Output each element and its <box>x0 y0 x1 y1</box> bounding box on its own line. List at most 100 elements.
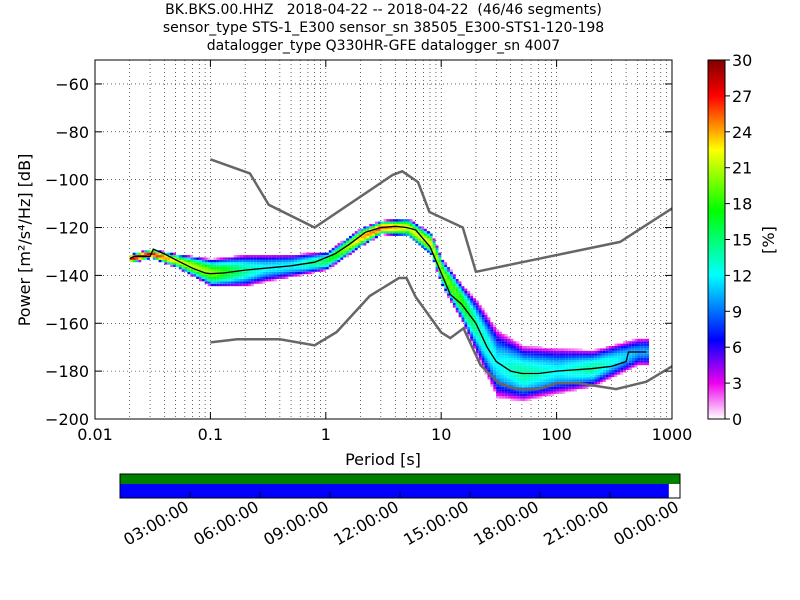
ppsd-cell <box>475 331 479 335</box>
ppsd-cell <box>475 312 479 315</box>
ppsd-cell <box>559 379 563 382</box>
ppsd-cell <box>496 384 500 387</box>
ppsd-cell <box>138 257 142 260</box>
ppsd-cell <box>395 233 399 236</box>
ppsd-cell <box>415 226 419 229</box>
ppsd-cell <box>141 257 145 260</box>
ppsd-cell <box>438 267 442 270</box>
ppsd-cell <box>496 372 500 375</box>
y-tick-label: −80 <box>55 123 89 142</box>
ppsd-cell <box>574 350 577 354</box>
ppsd-cell <box>340 250 344 253</box>
ppsd-cell <box>579 374 583 378</box>
ppsd-cell <box>138 259 142 263</box>
ppsd-cell <box>478 326 482 330</box>
ppsd-cell <box>556 367 560 370</box>
ppsd-cell <box>640 355 644 358</box>
ppsd-cell <box>438 257 442 260</box>
ppsd-cell <box>412 233 416 236</box>
ppsd-cell <box>620 372 624 375</box>
ppsd-cell <box>400 223 404 227</box>
ppsd-cell <box>187 262 191 265</box>
ppsd-cell <box>611 362 615 366</box>
ppsd-cell <box>299 264 303 268</box>
ppsd-cell <box>184 262 188 265</box>
ppsd-cell <box>245 259 249 263</box>
ppsd-cell <box>548 353 551 356</box>
ppsd-cell <box>141 250 145 253</box>
ppsd-cell <box>524 355 528 358</box>
y-tick-label: −180 <box>45 362 89 381</box>
ppsd-cell <box>559 367 563 370</box>
ppsd-cell <box>167 262 171 265</box>
x-tick-label: 10 <box>431 425 451 444</box>
ppsd-cell <box>614 365 618 368</box>
ppsd-cell <box>481 319 485 323</box>
ppsd-cell <box>424 243 427 246</box>
ppsd-cell <box>625 360 629 363</box>
ppsd-cell <box>334 247 338 251</box>
ppsd-cell <box>308 267 312 270</box>
ppsd-cell <box>602 374 606 378</box>
ppsd-cell <box>501 360 505 363</box>
ppsd-cell <box>550 377 554 380</box>
ppsd-cell <box>441 278 445 282</box>
ppsd-cell <box>357 228 361 232</box>
ppsd-cell <box>643 341 647 344</box>
ppsd-cell <box>559 365 563 368</box>
ppsd-cell <box>631 365 635 368</box>
ppsd-cell <box>467 324 471 327</box>
ppsd-cell <box>461 293 465 296</box>
ppsd-cell <box>475 305 479 308</box>
ppsd-cell <box>530 350 534 354</box>
ppsd-cell <box>461 314 465 318</box>
ppsd-cell <box>637 360 641 363</box>
ppsd-cell <box>643 357 647 361</box>
ppsd-cell <box>579 355 583 358</box>
ppsd-cell <box>409 221 413 224</box>
ppsd-cell <box>464 305 468 308</box>
ppsd-cell <box>585 386 589 390</box>
ppsd-cell <box>536 377 540 380</box>
ppsd-cell <box>522 391 525 394</box>
ppsd-cell <box>493 384 497 387</box>
ppsd-cell <box>524 350 528 354</box>
ppsd-cell <box>302 267 306 270</box>
ppsd-cell <box>490 384 494 387</box>
ppsd-cell <box>386 233 390 236</box>
ppsd-cell <box>504 350 508 354</box>
ppsd-cell <box>568 384 572 387</box>
ppsd-cell <box>556 379 560 382</box>
ppsd-cell <box>478 322 482 325</box>
ppsd-cell <box>216 274 220 277</box>
ppsd-cell <box>302 257 306 260</box>
ppsd-cell <box>288 262 292 265</box>
ppsd-cell <box>625 350 629 354</box>
colorbar-tick-label: 6 <box>732 338 742 357</box>
ppsd-cell <box>464 300 468 303</box>
ppsd-cell <box>279 255 283 258</box>
ppsd-cell <box>219 278 223 282</box>
ppsd-cell <box>311 271 315 275</box>
ppsd-cell <box>576 367 580 370</box>
ppsd-cell <box>599 355 603 358</box>
ppsd-cell <box>449 290 453 294</box>
ppsd-cell <box>236 274 240 277</box>
ppsd-cell <box>233 271 237 275</box>
ppsd-cell <box>524 396 528 399</box>
ppsd-cell <box>305 257 309 260</box>
ppsd-cell <box>524 379 528 382</box>
ppsd-cell <box>421 226 425 229</box>
ppsd-cell <box>279 269 283 272</box>
ppsd-cell <box>213 262 217 265</box>
ppsd-cell <box>637 353 641 356</box>
ppsd-cell <box>299 274 303 277</box>
ppsd-cell <box>565 365 569 368</box>
ppsd-cell <box>628 355 632 358</box>
ppsd-cell <box>184 269 188 272</box>
ppsd-cell <box>507 396 511 399</box>
ppsd-cell <box>542 365 546 368</box>
ppsd-cell <box>602 372 606 375</box>
ppsd-cell <box>242 283 246 287</box>
ppsd-cell <box>574 362 577 366</box>
